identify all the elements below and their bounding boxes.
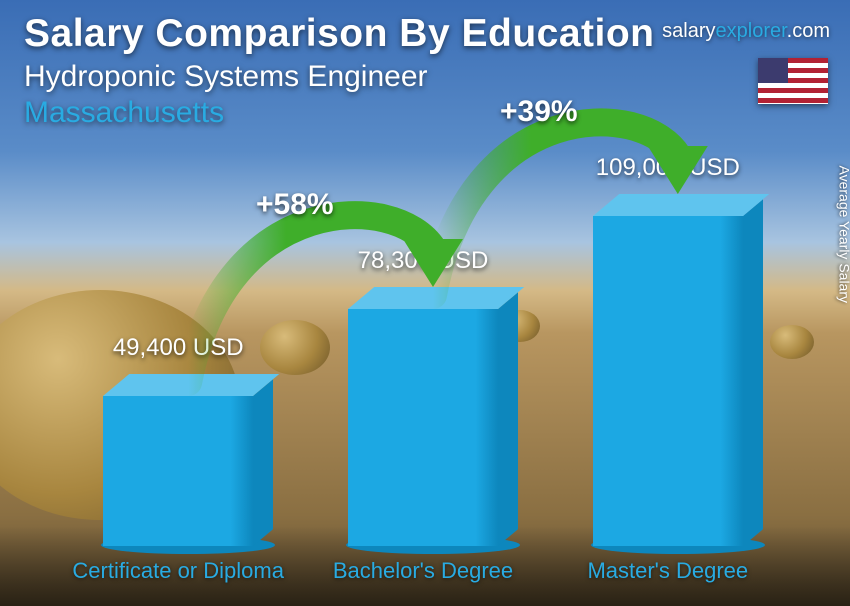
increase-percent-label: +39% [500, 95, 578, 129]
infographic-canvas: Salary Comparison By Education Hydroponi… [0, 0, 850, 606]
increase-arrow [0, 0, 850, 606]
